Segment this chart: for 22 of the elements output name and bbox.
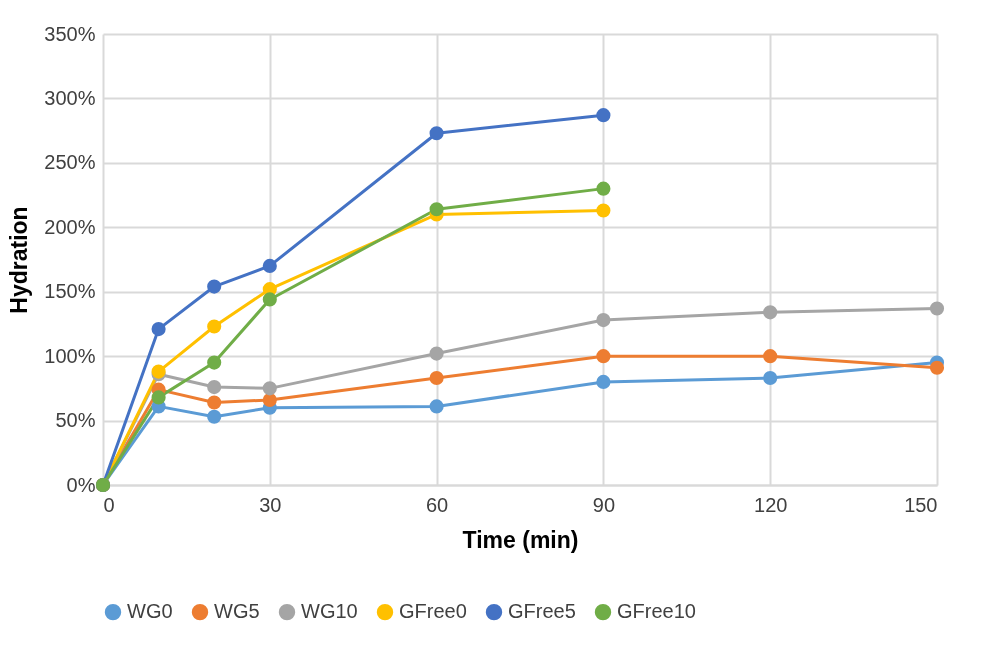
x-tick-label: 60 xyxy=(425,493,449,516)
legend-label: WG0 xyxy=(127,600,173,623)
legend-label: WG10 xyxy=(301,600,358,623)
y-tick-label: 300% xyxy=(44,86,96,109)
x-tick-label: 30 xyxy=(259,493,282,516)
legend-label: GFree10 xyxy=(617,600,696,623)
x-tick-label: 0 xyxy=(103,493,115,516)
y-tick-label: 100% xyxy=(44,344,96,367)
y-tick-label: 150% xyxy=(44,280,96,303)
x-tick-label: 120 xyxy=(754,493,788,516)
x-tick-label: 90 xyxy=(592,493,616,516)
y-tick-label: 50% xyxy=(55,409,96,432)
legend-label: GFree0 xyxy=(399,600,467,623)
y-tick-label: 350% xyxy=(44,22,96,45)
y-axis-title: Hydration xyxy=(6,206,33,314)
y-tick-label: 250% xyxy=(44,151,96,174)
x-tick-label: 150 xyxy=(904,493,938,516)
legend-label: WG5 xyxy=(214,600,260,623)
legend-label: GFree5 xyxy=(508,600,576,623)
x-axis-title: Time (min) xyxy=(462,526,579,553)
y-tick-label: 0% xyxy=(66,473,96,496)
y-tick-label: 200% xyxy=(44,215,96,238)
